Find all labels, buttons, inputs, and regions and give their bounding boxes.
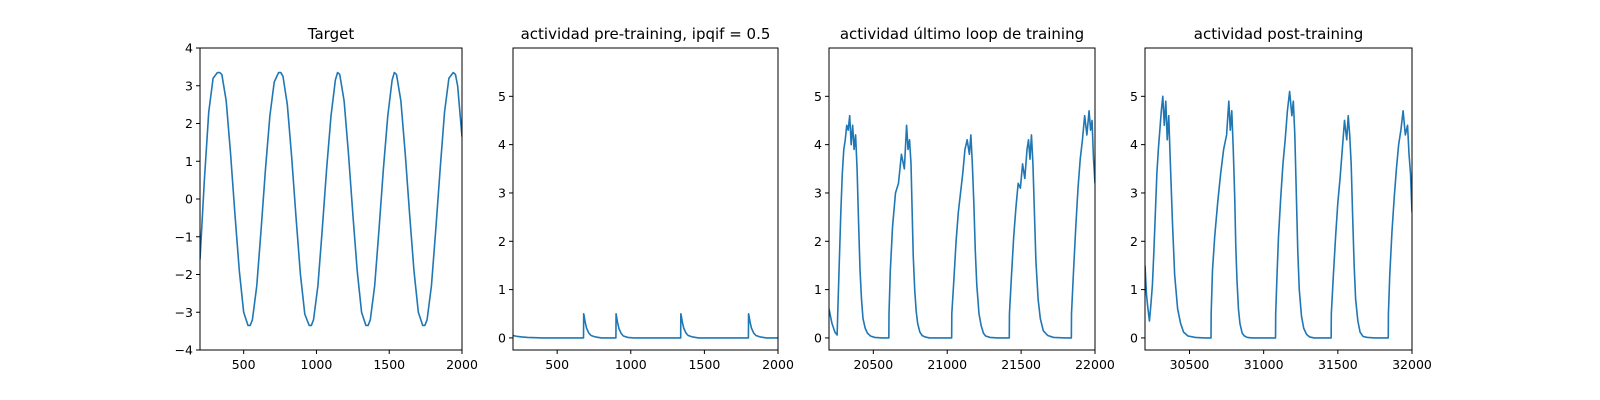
x-tick-label: 31500 xyxy=(1318,357,1358,372)
y-tick-label: 1 xyxy=(814,282,822,297)
axes-frame xyxy=(828,47,1096,351)
chart-panel-4: 30500 31000 31500 32000 0 1 2 3 4 5 actividad post… xyxy=(1130,25,1432,372)
y-tick-label: 0 xyxy=(814,330,822,345)
y-tick-label: 5 xyxy=(814,89,822,104)
x-tick-label: 21500 xyxy=(1001,357,1041,372)
y-tick-label: 2 xyxy=(1130,234,1138,249)
y-tick-label: 2 xyxy=(814,234,822,249)
x-tick-label: 1500 xyxy=(373,357,405,372)
x-tick-label: 2000 xyxy=(446,357,478,372)
series-line-1 xyxy=(829,110,1095,339)
y-tick-label: 1 xyxy=(185,154,193,169)
y-tick-label: 3 xyxy=(498,185,506,200)
x-tick-label: 1000 xyxy=(615,357,647,372)
y-tick-label: 3 xyxy=(814,185,822,200)
x-tick-label: 2000 xyxy=(762,357,794,372)
chart-title: actividad pre-training, ipqif = 0.5 xyxy=(521,25,771,43)
y-tick-label: 4 xyxy=(814,137,822,152)
y-tick-label: −3 xyxy=(175,305,193,320)
y-tick-label: 4 xyxy=(1130,137,1138,152)
x-tick-label: 32000 xyxy=(1392,357,1432,372)
axes-frame xyxy=(512,47,779,351)
y-tick-label: 2 xyxy=(498,234,506,249)
y-tick-label: −2 xyxy=(175,267,193,282)
series-line-1 xyxy=(513,312,778,339)
axes-frame xyxy=(1144,47,1413,351)
x-tick-label: 1500 xyxy=(688,357,720,372)
y-tick-label: 4 xyxy=(185,41,193,56)
x-tick-label: 31000 xyxy=(1244,357,1284,372)
y-tick-label: −1 xyxy=(175,229,193,244)
y-tick-label: 0 xyxy=(1130,330,1138,345)
y-tick-label: 5 xyxy=(1130,89,1138,104)
y-tick-label: 1 xyxy=(1130,282,1138,297)
chart-panel-2: 500 1000 1500 2000 0 1 2 3 4 5 actividad pre-train… xyxy=(498,25,794,372)
x-tick-label: 500 xyxy=(545,357,569,372)
x-tick-label: 500 xyxy=(232,357,256,372)
chart-title: actividad post-training xyxy=(1194,25,1363,43)
series-line-1 xyxy=(1145,90,1412,339)
x-tick-label: 21000 xyxy=(927,357,967,372)
y-tick-label: 0 xyxy=(185,192,193,207)
series-line-1 xyxy=(200,71,462,327)
y-tick-label: 3 xyxy=(1130,185,1138,200)
y-tick-label: 1 xyxy=(498,282,506,297)
x-tick-label: 22000 xyxy=(1075,357,1115,372)
chart-panel-1: 500 1000 1500 2000 −4 −3 −2 −1 0 1 2 3 4 Target xyxy=(175,25,478,372)
y-tick-label: 3 xyxy=(185,78,193,93)
chart-title: Target xyxy=(307,25,355,43)
y-tick-label: 0 xyxy=(498,330,506,345)
x-tick-label: 20500 xyxy=(853,357,893,372)
x-tick-label: 1000 xyxy=(301,357,333,372)
y-tick-label: −4 xyxy=(175,343,193,358)
y-tick-label: 4 xyxy=(498,137,506,152)
y-tick-label: 2 xyxy=(185,116,193,131)
chart-panel-3: 20500 21000 21500 22000 0 1 2 3 4 5 actividad últi… xyxy=(814,25,1115,372)
chart-title: actividad último loop de training xyxy=(840,25,1084,43)
x-tick-label: 30500 xyxy=(1170,357,1210,372)
y-tick-label: 5 xyxy=(498,89,506,104)
